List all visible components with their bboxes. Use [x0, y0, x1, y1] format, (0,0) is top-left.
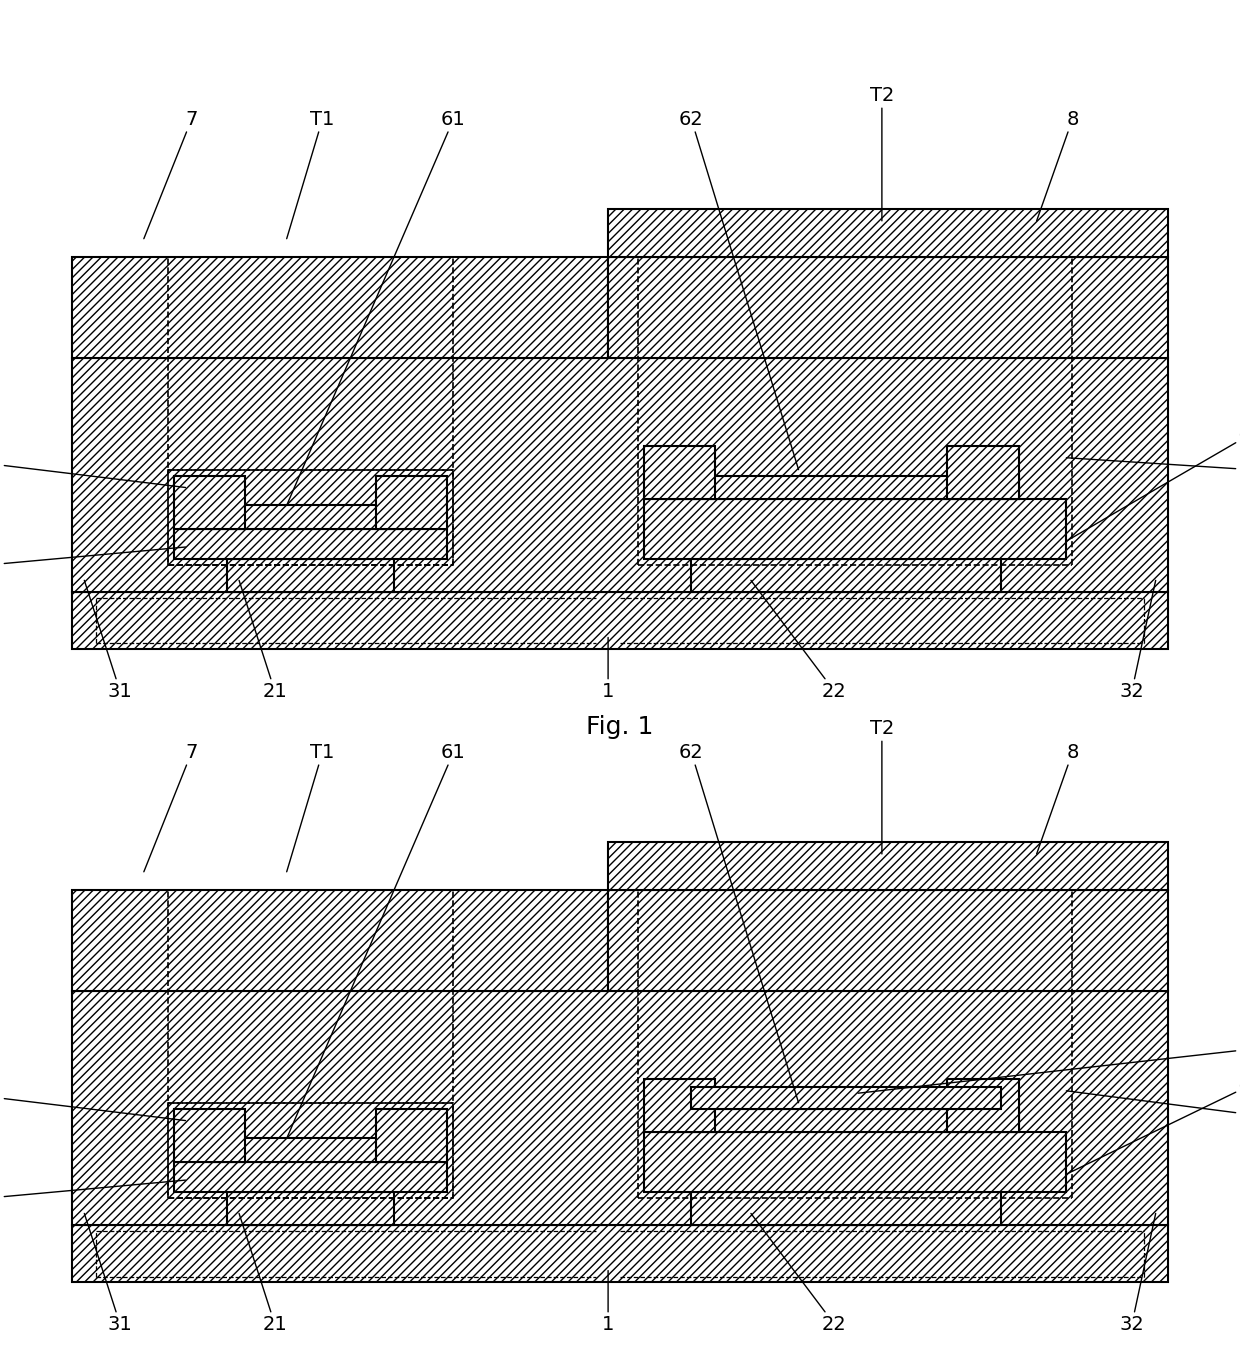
Text: 51: 51 — [1066, 1091, 1240, 1125]
Bar — [692, 559, 1001, 593]
Bar — [210, 505, 412, 529]
Bar — [947, 1079, 1019, 1133]
Bar — [227, 1192, 394, 1226]
Bar — [644, 1133, 1066, 1192]
Text: 32: 32 — [1120, 581, 1156, 700]
Text: 42: 42 — [1066, 424, 1240, 541]
Bar — [167, 1103, 454, 1197]
Bar — [692, 1087, 1001, 1109]
Bar — [210, 1138, 412, 1162]
Text: 52: 52 — [858, 1040, 1240, 1094]
Text: 42: 42 — [1066, 1075, 1240, 1175]
Text: 22: 22 — [751, 1214, 847, 1334]
Bar — [72, 358, 1168, 593]
Text: 51: 51 — [0, 1087, 186, 1121]
Text: 62: 62 — [680, 744, 799, 1103]
Bar — [608, 209, 1168, 256]
Bar — [608, 889, 1168, 991]
Text: 51: 51 — [0, 454, 186, 488]
Bar — [72, 991, 1168, 1226]
Bar — [174, 475, 246, 529]
Bar — [174, 1109, 246, 1162]
Bar — [227, 559, 394, 593]
Text: 21: 21 — [239, 1214, 288, 1334]
Text: T2: T2 — [869, 86, 894, 221]
Bar — [692, 1192, 1001, 1226]
Text: 22: 22 — [751, 581, 847, 700]
Text: T1: T1 — [286, 110, 335, 238]
Text: 1: 1 — [601, 637, 614, 700]
Bar — [376, 1109, 448, 1162]
Bar — [72, 889, 608, 991]
Bar — [947, 446, 1019, 500]
Bar — [174, 529, 448, 559]
Bar — [667, 475, 1019, 500]
Text: T1: T1 — [286, 744, 335, 872]
Text: 31: 31 — [84, 1214, 133, 1334]
Bar — [72, 1226, 1168, 1282]
Bar — [376, 475, 448, 529]
Bar — [608, 256, 1168, 358]
Text: 8: 8 — [1037, 110, 1079, 221]
Bar — [72, 256, 608, 358]
Text: 41: 41 — [0, 547, 186, 574]
Bar — [167, 470, 454, 564]
Text: 51: 51 — [1066, 458, 1240, 480]
Text: 32: 32 — [1120, 1214, 1156, 1334]
Bar — [72, 593, 1168, 649]
Bar — [608, 842, 1168, 889]
Bar — [644, 1079, 715, 1133]
Text: 1: 1 — [601, 1270, 614, 1334]
Bar — [644, 446, 715, 500]
Bar — [174, 1162, 448, 1192]
Text: 61: 61 — [286, 110, 466, 505]
Text: 7: 7 — [144, 110, 197, 238]
Bar — [667, 1109, 1019, 1133]
Text: 31: 31 — [84, 581, 133, 700]
Text: Fig. 1: Fig. 1 — [587, 715, 653, 738]
Text: T2: T2 — [869, 719, 894, 854]
Text: 21: 21 — [239, 581, 288, 700]
Text: 62: 62 — [680, 110, 799, 470]
Text: 7: 7 — [144, 744, 197, 872]
Text: 61: 61 — [286, 744, 466, 1138]
Text: 8: 8 — [1037, 744, 1079, 854]
Text: 41: 41 — [0, 1180, 186, 1207]
Bar — [644, 500, 1066, 559]
